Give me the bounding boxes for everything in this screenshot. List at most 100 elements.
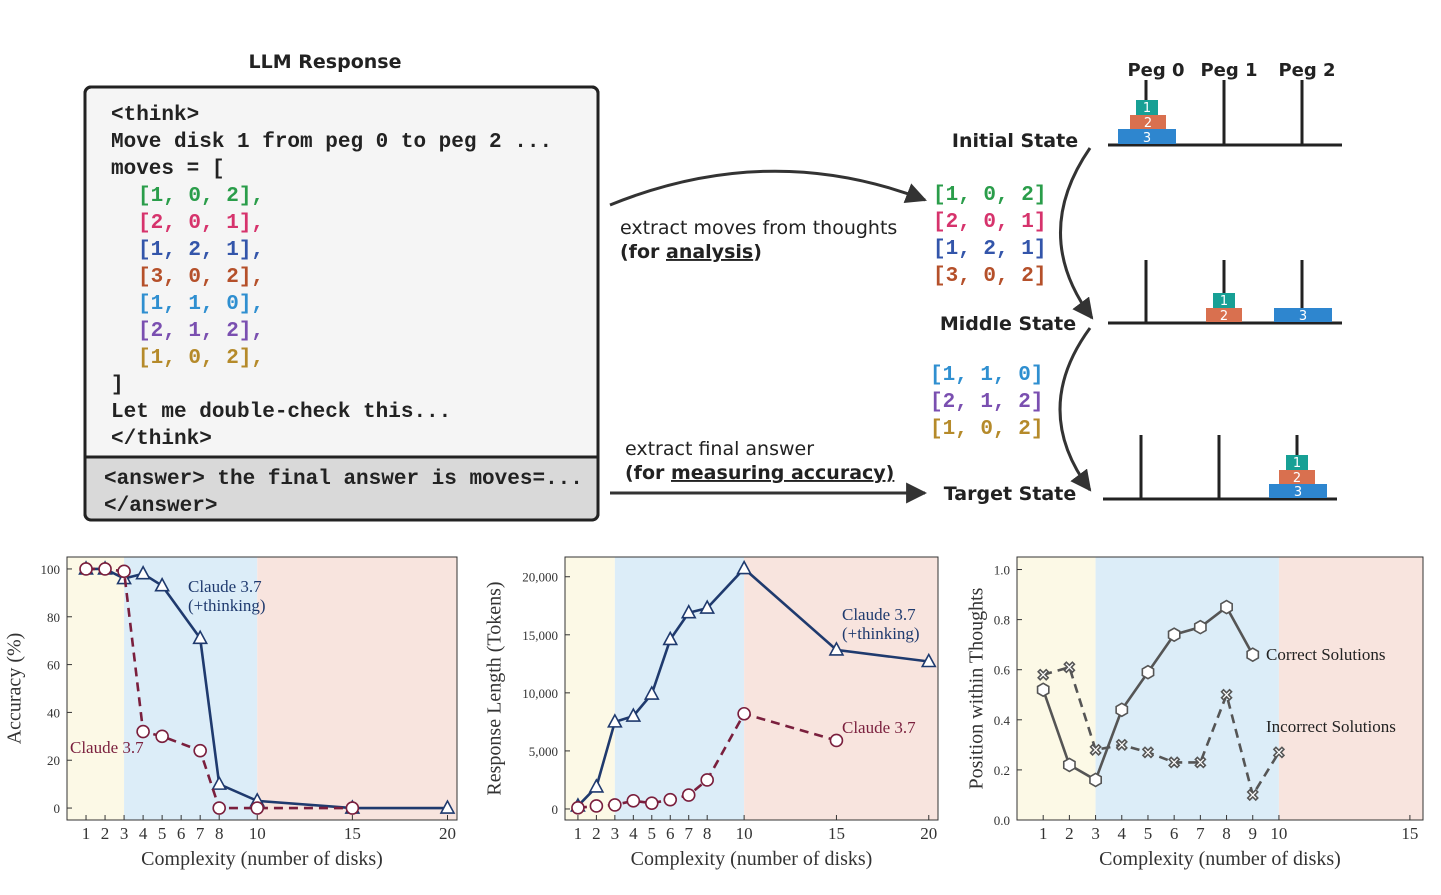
region [257, 557, 457, 820]
marker [589, 799, 604, 813]
x-tick-label: 8 [1222, 824, 1231, 843]
region [614, 557, 745, 820]
marker [1220, 688, 1233, 701]
marker [588, 778, 605, 793]
marker [828, 641, 845, 656]
y-tick-label: 0.8 [994, 613, 1010, 628]
marker [681, 788, 696, 802]
x-tick-label: 7 [1196, 824, 1205, 843]
marker [212, 801, 226, 815]
disk-label: 2 [1144, 116, 1152, 131]
marker [1220, 599, 1233, 615]
state-arrow [1058, 327, 1092, 492]
region [744, 557, 938, 820]
y-tick-label: 40 [47, 705, 60, 720]
plot-frame [1016, 556, 1424, 821]
x-tick-label: 1 [1039, 824, 1048, 843]
move: [1, 2, 1], [138, 239, 264, 262]
move: [2, 0, 1] [933, 211, 1046, 234]
marker [662, 630, 679, 646]
marker [1141, 746, 1155, 759]
marker [680, 604, 697, 619]
marker [1037, 668, 1050, 681]
marker [439, 799, 456, 814]
y-tick-label: 15,000 [522, 628, 558, 643]
region [1095, 557, 1279, 820]
region [124, 557, 258, 820]
move: [1, 1, 0] [930, 364, 1043, 387]
y-tick-label: 0.0 [994, 813, 1010, 828]
label-emph: measuring accuracy) [671, 462, 894, 484]
disk [1213, 293, 1235, 308]
code-line: Move disk 1 from peg 0 to peg 2 ... [111, 131, 552, 154]
x-tick-label: 10 [1270, 824, 1287, 843]
marker [1168, 756, 1181, 769]
marker [1089, 743, 1102, 756]
series-line [1042, 665, 1281, 799]
marker [607, 713, 623, 728]
arrow-label: (for measuring accuracy) [625, 462, 894, 484]
marker [625, 707, 642, 722]
arrow-label: extract final answer [625, 438, 814, 460]
marker [154, 577, 170, 592]
disk-label: 1 [1293, 456, 1301, 471]
x-tick-label: 6 [666, 824, 675, 843]
disk-label: 3 [1299, 309, 1307, 324]
disk [1274, 308, 1332, 322]
series-label: Incorrect Solutions [1266, 717, 1396, 736]
x-tick-label: 20 [920, 824, 937, 843]
state-arrow [1059, 147, 1094, 320]
arrow [609, 169, 927, 207]
marker [1141, 664, 1155, 680]
label-part: ) [753, 241, 762, 263]
move: [3, 0, 2] [933, 265, 1046, 288]
y-tick-label: 5,000 [529, 744, 558, 759]
x-tick-label: 7 [196, 824, 205, 843]
disk [1279, 470, 1315, 484]
marker [700, 773, 714, 787]
marker [211, 775, 228, 790]
y-tick-label: 0.6 [994, 663, 1011, 678]
answer-line: <answer> the final answer is moves=... [104, 468, 583, 491]
disk [1136, 100, 1158, 115]
x-tick-label: 8 [215, 824, 224, 843]
marker [1167, 627, 1181, 643]
disk [1118, 129, 1176, 144]
response-title: LLM Response [249, 51, 402, 73]
x-tick-label: 20 [439, 824, 456, 843]
marker [192, 629, 209, 645]
disk-label: 2 [1220, 309, 1228, 324]
marker [117, 564, 131, 579]
move: [1, 0, 2] [930, 418, 1043, 441]
y-tick-label: 0.2 [994, 763, 1010, 778]
marker [98, 562, 112, 576]
label-part: (for [625, 462, 671, 484]
label-part: (for [620, 241, 666, 263]
x-tick-label: 10 [249, 824, 266, 843]
plot-frame [66, 556, 458, 821]
x-tick-label: 6 [177, 824, 186, 843]
plot-frame [564, 556, 939, 821]
marker [644, 796, 659, 810]
disk [1130, 115, 1166, 129]
y-tick-label: 0 [552, 802, 559, 817]
marker [1272, 746, 1286, 759]
x-tick-label: 3 [120, 824, 129, 843]
peg-label: Peg 2 [1278, 60, 1335, 81]
marker [571, 801, 585, 815]
response-border [83, 85, 600, 522]
answer-box [86, 457, 597, 519]
marker [1063, 661, 1076, 674]
y-tick-label: 0 [54, 801, 61, 816]
y-tick-label: 100 [41, 562, 61, 577]
marker [829, 733, 844, 748]
disk-label: 2 [1293, 471, 1301, 486]
marker [663, 792, 678, 807]
y-tick-label: 1.0 [994, 563, 1010, 578]
disk [1286, 455, 1308, 470]
x-tick-label: 2 [592, 824, 601, 843]
x-tick-label: 2 [101, 824, 110, 843]
x-axis-label: Complexity (number of disks) [1099, 848, 1341, 870]
disks: 3 2 1 2 1 3 3 2 1 [1118, 100, 1332, 500]
